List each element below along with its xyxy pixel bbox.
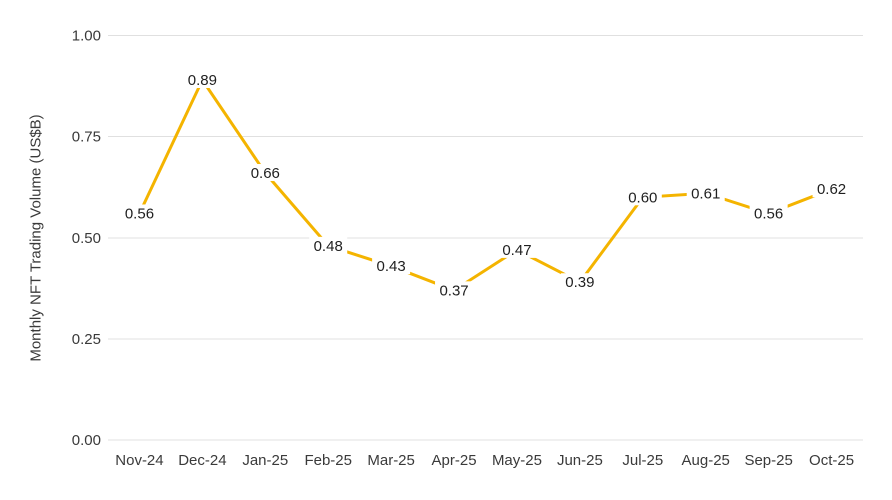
y-tick-label: 0.25 [72,331,101,348]
data-label-bg [183,70,222,88]
x-axis-tick-labels: Nov-24 Dec-24 Jan-25 Feb-25 Mar-25 Apr-25 May-… [115,452,854,469]
data-label-bg [372,257,411,275]
x-tick-label: Nov-24 [115,452,163,469]
gridlines [108,35,863,441]
y-tick-label: 0.75 [72,129,101,146]
data-label: 0.62 [817,181,846,198]
data-label: 0.66 [251,165,280,182]
data-label-bg [686,184,725,202]
data-label-bg [435,281,474,299]
data-label-bg [497,240,536,258]
data-label: 0.39 [565,274,594,291]
data-label: 0.43 [377,258,406,275]
x-tick-label: Jan-25 [242,452,288,469]
x-tick-label: Aug-25 [682,452,730,469]
data-label: 0.56 [754,205,783,222]
x-tick-label: May-25 [492,452,542,469]
data-label-bg [812,180,851,198]
data-labels: 0.56 0.89 0.66 0.48 0.43 0.37 0.47 0.39 0.60 0.61… [120,70,851,299]
x-tick-label: Apr-25 [432,452,477,469]
x-tick-label: Feb-25 [304,452,352,469]
x-tick-label: Mar-25 [367,452,415,469]
data-label-bg [309,236,348,254]
data-label-bg [560,273,599,291]
data-label: 0.48 [314,238,343,255]
data-label: 0.61 [691,185,720,202]
data-label-bg [623,188,662,206]
series-line-group [138,76,833,293]
data-label-bg [120,204,159,222]
y-tick-label: 1.00 [72,28,101,45]
data-label-bg [749,204,788,222]
nft-volume-line [138,76,833,293]
x-tick-label: Jun-25 [557,452,603,469]
data-label: 0.47 [502,242,531,259]
x-tick-label: Sep-25 [744,452,792,469]
x-tick-label: Dec-24 [178,452,226,469]
data-label: 0.60 [628,189,657,206]
y-axis-tick-labels: 0.00 0.25 0.50 0.75 1.00 [72,28,101,450]
data-label: 0.37 [439,282,468,299]
data-label: 0.89 [188,72,217,89]
data-label-bg [246,164,285,182]
y-tick-label: 0.50 [72,230,101,247]
data-label: 0.56 [125,205,154,222]
x-tick-label: Jul-25 [622,452,663,469]
y-tick-label: 0.00 [72,432,101,449]
x-tick-label: Oct-25 [809,452,854,469]
y-axis-title: Monthly NFT Trading Volume (US$B) [28,114,45,361]
